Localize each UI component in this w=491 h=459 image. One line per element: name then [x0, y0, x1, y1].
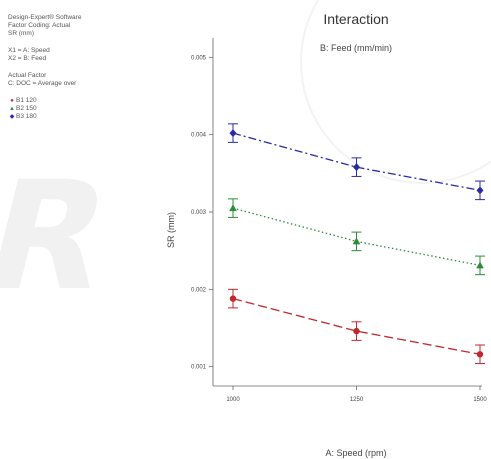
series-legend: ● B1 120 ▲B2 150 ◆ B3 180 [8, 97, 81, 121]
legend-label-b3: B3 180 [16, 113, 37, 120]
data-point [476, 186, 484, 195]
plot-marks: 0.001 0.002 0.003 0.004 0.005 1000 1250 1500 [191, 38, 487, 403]
factor-definitions: X1 = A: Speed X2 = B: Feed [8, 47, 81, 63]
legend-label-b1: B1 120 [16, 97, 37, 104]
factor-x2: X2 = B: Feed [8, 55, 47, 62]
triangle-marker-icon: ▲ [9, 106, 15, 112]
data-point [229, 129, 237, 138]
data-point [229, 295, 237, 302]
data-point [353, 327, 360, 335]
diamond-marker-icon: ◆ [9, 114, 15, 120]
data-point [476, 261, 484, 269]
factor-coding: Factor Coding: Actual [8, 22, 71, 29]
chart-subtitle: B: Feed (mm/min) [320, 43, 392, 53]
actual-factor-value: C: DOC = Average over [8, 80, 77, 87]
software-info: Design-Expert® Software Factor Coding: A… [8, 14, 81, 38]
legend-entry-b3: ◆ B3 180 [8, 113, 81, 121]
factor-x1: X1 = A: Speed [8, 47, 50, 54]
x-tick-label: 1250 [350, 397, 364, 403]
legend-entry-b1: ● B1 120 [8, 97, 81, 105]
data-point [476, 351, 484, 358]
software-name: Design-Expert® Software [8, 14, 82, 21]
y-tick-label: 0.003 [191, 210, 207, 216]
y-tick-label: 0.002 [191, 287, 207, 293]
chart-title: Interaction [323, 11, 388, 27]
x-axis-label: A: Speed (rpm) [325, 448, 386, 458]
data-point [229, 204, 237, 212]
x-tick-label: 1000 [226, 397, 240, 403]
design-info-panel: Design-Expert® Software Factor Coding: A… [8, 14, 81, 130]
circle-marker-icon: ● [10, 98, 14, 104]
legend-label-b2: B2 150 [16, 105, 37, 112]
response-name: SR (mm) [8, 30, 34, 37]
y-tick-label: 0.005 [191, 55, 207, 61]
y-axis-label: SR (mm) [166, 212, 176, 248]
actual-factor-info: Actual Factor C: DOC = Average over [8, 72, 81, 88]
data-point [352, 237, 361, 245]
y-tick-label: 0.001 [191, 365, 207, 371]
data-point [353, 163, 360, 172]
series-line-1 [232, 297, 481, 355]
y-tick-label: 0.004 [191, 133, 207, 139]
x-tick-label: 1500 [473, 397, 487, 403]
actual-factor-heading: Actual Factor [8, 72, 47, 79]
legend-entry-b2: ▲B2 150 [8, 105, 81, 113]
